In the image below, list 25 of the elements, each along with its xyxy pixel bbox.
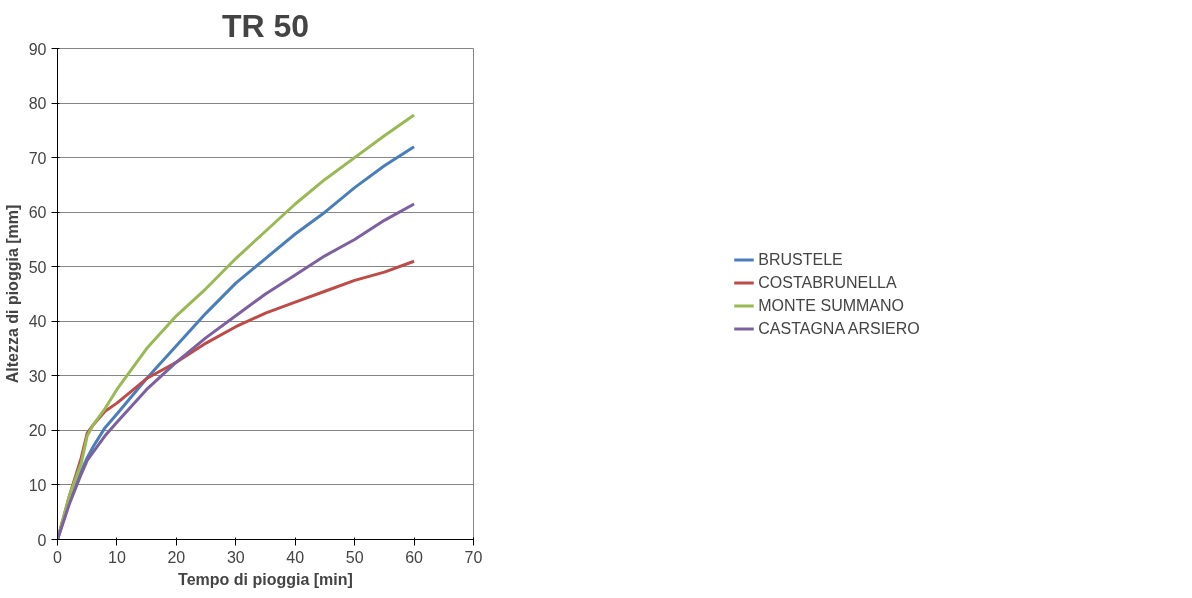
x-tick-label: 50: [345, 548, 364, 566]
x-tick-label: 20: [167, 548, 186, 566]
x-tick-label: 0: [53, 548, 63, 566]
x-tick-label: 10: [108, 548, 126, 566]
x-tick-label: 70: [464, 548, 483, 566]
y-tick-label: 40: [28, 313, 47, 331]
legend-label: CASTAGNA ARSIERO: [758, 319, 920, 337]
y-tick-label: 20: [28, 422, 47, 440]
y-axis-title: Altezza di pioggia [mm]: [3, 204, 21, 384]
chart-title: TR 50: [221, 7, 310, 44]
y-tick-label: 50: [28, 258, 47, 276]
x-axis-title: Tempo di pioggia [min]: [178, 570, 353, 588]
y-tick-label: 0: [37, 531, 47, 549]
y-tick-label: 80: [28, 95, 47, 113]
x-tick-label: 30: [226, 548, 245, 566]
x-tick-label: 60: [405, 548, 424, 566]
legend-label: COSTABRUNELLA: [758, 273, 897, 291]
y-tick-label: 60: [28, 204, 47, 222]
legend-label: MONTE SUMMANO: [758, 296, 905, 314]
y-tick-label: 30: [28, 367, 47, 385]
legend-label: BRUSTELE: [758, 250, 843, 268]
y-tick-label: 10: [28, 476, 47, 494]
x-tick-label: 40: [286, 548, 305, 566]
y-tick-label: 90: [28, 40, 47, 58]
y-tick-label: 70: [28, 149, 47, 167]
